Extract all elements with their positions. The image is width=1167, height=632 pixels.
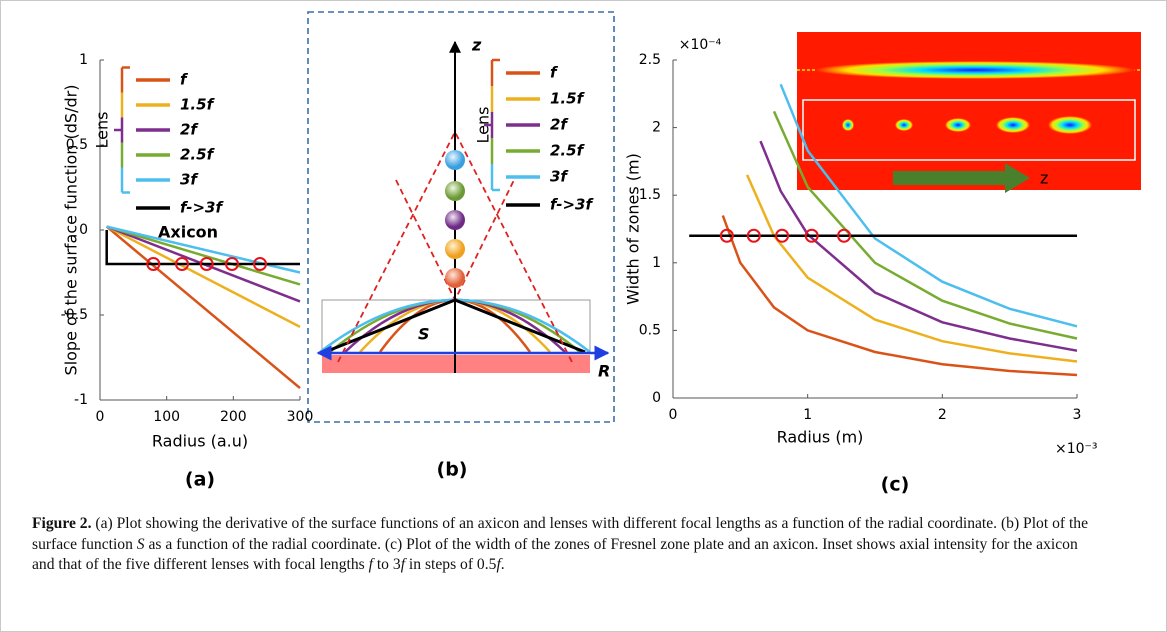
- lens-spot: [996, 117, 1030, 133]
- series-line: [106, 225, 301, 329]
- caption-text: f: [368, 556, 373, 573]
- focus: [445, 210, 465, 230]
- caption: Figure 2. (a) Plot showing the derivativ…: [32, 514, 1092, 576]
- legend-group: Lens: [474, 107, 493, 144]
- y-axis-label: Width of zones (m): [624, 153, 643, 305]
- lens-spot: [842, 119, 854, 131]
- series-line: [779, 83, 1078, 328]
- x-axis-label: Radius (m): [777, 428, 864, 447]
- legend-label: 2f: [550, 116, 569, 134]
- z-label: z: [471, 36, 482, 55]
- caption-text: f: [400, 556, 406, 573]
- axial-band: [815, 61, 1135, 79]
- diagram-b: z S R (b): [307, 11, 615, 481]
- legend-label: 2.5f: [550, 142, 586, 160]
- caption-text: .: [500, 556, 505, 573]
- caption-text: Figure 2.: [32, 515, 92, 532]
- caption-text: to 3: [372, 556, 401, 573]
- y-tick-label: -0.5: [61, 307, 88, 323]
- caption-text: as a function of the radial coordinate. …: [32, 535, 1078, 574]
- lens-spot: [945, 118, 971, 132]
- legend-label: f: [550, 64, 559, 82]
- panel-label: (b): [437, 459, 468, 481]
- focus: [445, 268, 465, 288]
- y-tick-label: 0.5: [66, 137, 88, 153]
- focus: [445, 181, 465, 201]
- focus: [445, 239, 465, 259]
- x-tick-label: 0: [669, 407, 678, 423]
- legend-label: f->3f: [180, 199, 224, 217]
- legend-group: Lens: [93, 112, 112, 149]
- y-tick-label: 1: [79, 52, 88, 68]
- panel-label: (c): [881, 474, 910, 496]
- intersection-marker: [775, 228, 790, 243]
- intersection-marker: [746, 228, 761, 243]
- x-tick-label: 200: [220, 409, 247, 425]
- intersection-marker: [804, 228, 819, 243]
- focus: [445, 150, 465, 170]
- intersection-marker: [837, 228, 852, 243]
- x-axis-label: Radius (a.u): [152, 432, 248, 451]
- x-tick-label: 300: [287, 409, 314, 425]
- dashed-frame: [307, 11, 615, 423]
- series-line: [759, 140, 1078, 352]
- x-tick-label: 100: [153, 409, 180, 425]
- inset: [797, 32, 1141, 193]
- series-line: [106, 225, 301, 286]
- caption-text: (a) Plot showing the derivative of the s…: [32, 515, 1089, 553]
- y-tick-label: 0.5: [639, 322, 661, 338]
- legend-label: 1.5f: [550, 90, 586, 108]
- inset-bg: [797, 32, 1141, 190]
- intersection-marker: [199, 257, 214, 271]
- series-line: [745, 174, 1078, 363]
- x-tick-label: 2: [938, 407, 947, 423]
- caption-text: f: [496, 556, 501, 573]
- series-line: [772, 110, 1078, 340]
- series-line: [105, 225, 301, 390]
- x-multiplier: ×10⁻³: [1055, 441, 1098, 457]
- y-tick-label: 0: [79, 222, 88, 238]
- caption-text: in steps of 0.5: [405, 556, 497, 573]
- intersection-marker: [719, 228, 734, 243]
- legend-label: 1.5f: [180, 96, 216, 114]
- z-arrow: [893, 163, 1030, 193]
- legend-label: 2.5f: [180, 146, 216, 164]
- s-label: S: [418, 325, 430, 344]
- y-tick-label: 2: [652, 120, 661, 136]
- legend-label: 3f: [550, 168, 569, 186]
- x-tick-label: 3: [1073, 407, 1082, 423]
- legend-label: 3f: [180, 171, 199, 189]
- caption-text: S: [136, 535, 145, 553]
- legend-label: f->3f: [550, 196, 594, 214]
- y-multiplier: ×10⁻⁴: [679, 37, 722, 53]
- y-tick-label: 1: [652, 255, 661, 271]
- legend-label: 2f: [180, 121, 199, 139]
- panel-label: (a): [185, 469, 215, 491]
- intersection-marker: [225, 257, 239, 271]
- series-line: [721, 215, 1078, 377]
- inset-z-label: z: [1040, 169, 1048, 188]
- y-tick-label: 1.5: [639, 187, 661, 203]
- y-tick-label: -1: [74, 392, 88, 408]
- legend-label: f: [180, 71, 189, 89]
- x-tick-label: 0: [96, 409, 105, 425]
- lens-spot: [1048, 116, 1092, 134]
- inset-box: [802, 99, 1136, 161]
- y-tick-label: 0: [652, 390, 661, 406]
- r-label: R: [598, 362, 610, 381]
- intersection-marker: [146, 257, 161, 271]
- intersection-marker: [175, 257, 189, 271]
- intersection-marker: [253, 257, 267, 271]
- y-tick-label: 2.5: [639, 52, 661, 68]
- x-tick-label: 1: [803, 407, 812, 423]
- series-line: [105, 230, 300, 266]
- lens-spot: [895, 119, 913, 131]
- annotation: Axicon: [158, 223, 218, 242]
- y-axis-label: Slope of the surface function (dS/dr): [62, 85, 81, 376]
